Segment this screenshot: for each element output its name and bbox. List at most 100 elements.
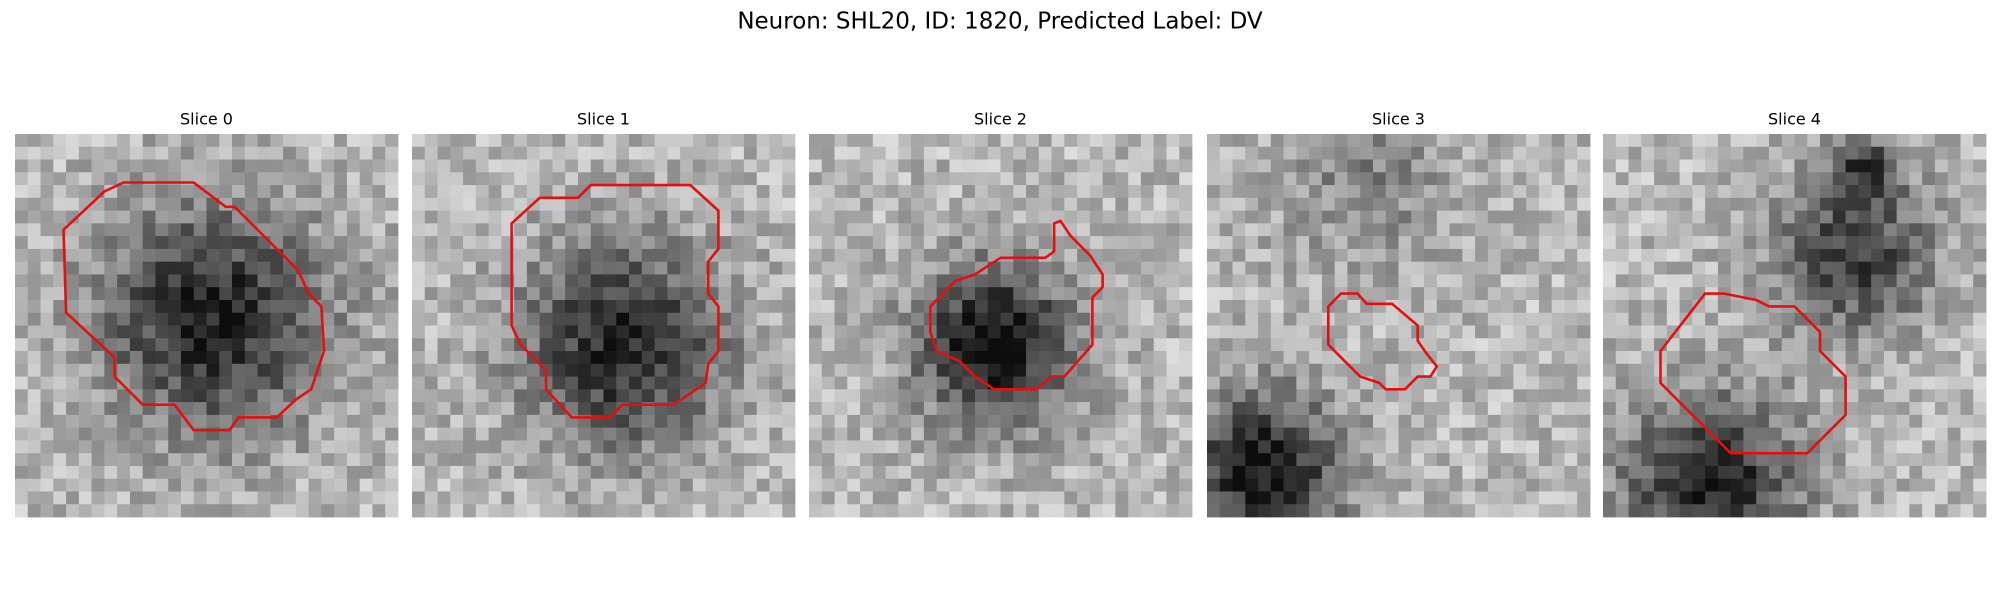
- pixel: [1219, 376, 1233, 390]
- pixel: [1179, 312, 1193, 326]
- pixel: [1820, 465, 1834, 480]
- pixel: [577, 351, 592, 365]
- pixel: [654, 172, 668, 186]
- pixel: [1372, 402, 1387, 416]
- pixel: [1089, 491, 1104, 505]
- pixel: [450, 402, 464, 416]
- pixel: [424, 159, 438, 173]
- pixel: [885, 236, 899, 250]
- pixel: [1140, 338, 1155, 352]
- pixel: [1883, 134, 1898, 148]
- pixel: [1232, 146, 1246, 160]
- pixel: [295, 312, 310, 326]
- pixel: [1628, 363, 1642, 377]
- pixel: [1666, 414, 1680, 429]
- pixel: [1781, 210, 1795, 224]
- pixel: [463, 440, 477, 454]
- pixel: [667, 172, 681, 186]
- pixel: [412, 491, 426, 505]
- pixel: [1820, 223, 1834, 237]
- pixel: [1232, 453, 1246, 467]
- pixel: [346, 236, 361, 250]
- slice-image: [1207, 134, 1591, 518]
- pixel: [1871, 376, 1885, 390]
- pixel: [1628, 325, 1642, 339]
- pixel: [424, 414, 438, 429]
- pixel: [1909, 261, 1923, 275]
- pixel: [1232, 134, 1246, 148]
- pixel: [180, 236, 195, 250]
- pixel: [552, 210, 566, 224]
- pixel: [1794, 376, 1808, 390]
- pixel: [359, 146, 373, 160]
- pixel: [1449, 351, 1463, 365]
- pixel: [1102, 223, 1116, 237]
- pixel: [1858, 504, 1872, 518]
- pixel: [552, 465, 566, 480]
- pixel: [501, 210, 515, 224]
- pixel: [1641, 172, 1655, 186]
- pixel: [308, 491, 322, 505]
- pixel: [424, 185, 438, 199]
- pixel: [1564, 504, 1578, 518]
- pixel: [1424, 440, 1438, 454]
- pixel: [1321, 210, 1336, 224]
- pixel: [1038, 172, 1052, 186]
- pixel: [1115, 478, 1129, 492]
- pixel: [53, 478, 67, 492]
- pixel: [756, 504, 770, 518]
- pixel: [359, 440, 373, 454]
- pixel: [1475, 414, 1489, 429]
- pixel: [244, 504, 258, 518]
- pixel: [1768, 465, 1783, 480]
- pixel: [526, 427, 541, 441]
- pixel: [1258, 287, 1272, 301]
- pixel: [756, 248, 770, 263]
- pixel: [1487, 274, 1502, 288]
- pixel: [1013, 312, 1027, 326]
- pixel: [346, 146, 361, 160]
- pixel: [1360, 465, 1374, 480]
- pixel: [232, 287, 246, 301]
- pixel: [27, 312, 41, 326]
- pixel: [603, 261, 617, 275]
- pixel: [1219, 465, 1233, 480]
- pixel: [1883, 363, 1898, 377]
- pixel: [1334, 414, 1348, 429]
- pixel: [667, 236, 681, 250]
- pixel: [1385, 312, 1399, 326]
- pixel: [731, 299, 745, 314]
- pixel: [1947, 172, 1961, 186]
- pixel: [872, 185, 886, 199]
- pixel: [1794, 248, 1808, 263]
- pixel: [1270, 274, 1284, 288]
- pixel: [1705, 402, 1719, 416]
- pixel: [412, 402, 426, 416]
- pixel: [1038, 351, 1052, 365]
- pixel: [1462, 325, 1476, 339]
- pixel: [898, 351, 912, 365]
- pixel: [514, 363, 528, 377]
- pixel: [372, 363, 386, 377]
- pixel: [1768, 440, 1783, 454]
- pixel: [1973, 172, 1987, 186]
- pixel: [1449, 248, 1463, 263]
- pixel: [1309, 134, 1323, 148]
- pixel: [53, 274, 67, 288]
- pixel: [501, 338, 515, 352]
- pixel: [1858, 453, 1872, 467]
- pixel: [577, 376, 592, 390]
- pixel: [974, 197, 989, 211]
- pixel: [1820, 440, 1834, 454]
- pixel: [898, 338, 912, 352]
- pixel: [1807, 389, 1821, 403]
- pixel: [257, 351, 271, 365]
- pixel: [91, 376, 105, 390]
- pixel: [270, 504, 284, 518]
- pixel: [1692, 389, 1706, 403]
- pixel: [334, 478, 348, 492]
- pixel: [488, 414, 502, 429]
- pixel: [1743, 427, 1757, 441]
- pixel: [1628, 478, 1642, 492]
- pixel: [1258, 236, 1272, 250]
